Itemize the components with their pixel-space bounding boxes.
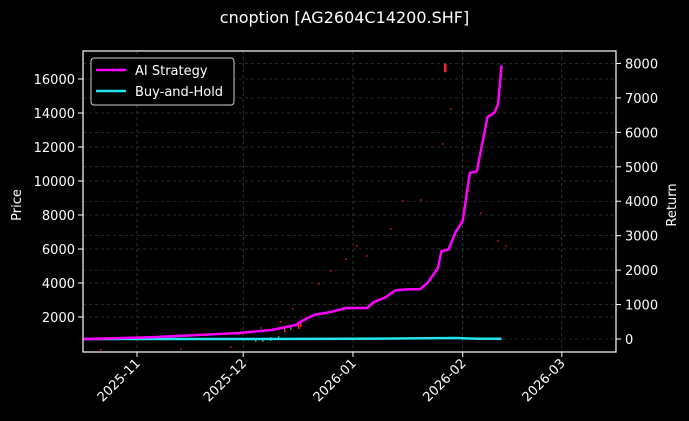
series-lines (83, 65, 503, 341)
legend-box (90, 57, 235, 106)
legend-label-buy-and-hold: Buy-and-Hold (135, 85, 223, 100)
y-right-tick-label: 3000 (625, 230, 658, 245)
chart-title: cnoption [AG2604C14200.SHF] (219, 8, 470, 27)
y-left-tick-label: 14000 (34, 107, 75, 122)
x-axis: 2025-11 2025-12 2026-01 2026-02 2026-03 (95, 352, 569, 405)
y-right-tick-label: 5000 (625, 161, 658, 176)
series-line (83, 65, 503, 341)
y-right-tick-label: 2000 (625, 264, 658, 279)
y-left-tick-label: 2000 (42, 311, 75, 326)
x-tick-label: 2026-01 (311, 356, 360, 405)
y-axis-right: 0 1000 2000 3000 4000 5000 6000 7000 8000 (616, 57, 658, 348)
y-axis-left-label: Price (10, 189, 25, 221)
x-tick-label: 2026-02 (420, 356, 469, 405)
y-left-tick-label: 4000 (42, 277, 75, 292)
y-left-tick-label: 10000 (34, 175, 75, 190)
y-axis-right-label: Return (665, 183, 680, 226)
legend: AI Strategy Buy-and-Hold (90, 57, 235, 106)
y-left-tick-label: 12000 (34, 141, 75, 156)
y-left-tick-label: 8000 (42, 209, 75, 224)
price-markers (100, 63, 507, 351)
x-tick-label: 2026-03 (520, 356, 569, 405)
y-axis-left: 2000 4000 6000 8000 10000 12000 14000 16000 (34, 73, 83, 326)
y-right-tick-label: 8000 (625, 57, 658, 72)
y-right-tick-label: 1000 (625, 299, 658, 314)
series-line (83, 336, 502, 341)
legend-label-ai-strategy: AI Strategy (135, 64, 208, 79)
x-tick-label: 2025-12 (201, 356, 250, 405)
y-right-tick-label: 7000 (625, 92, 658, 107)
y-right-tick-label: 6000 (625, 126, 658, 141)
y-right-tick-label: 0 (625, 333, 633, 348)
y-left-tick-label: 16000 (34, 73, 75, 88)
y-left-tick-label: 6000 (42, 243, 75, 258)
y-right-tick-label: 4000 (625, 195, 658, 210)
grid-lines (83, 51, 616, 352)
x-tick-label: 2025-11 (95, 356, 144, 405)
